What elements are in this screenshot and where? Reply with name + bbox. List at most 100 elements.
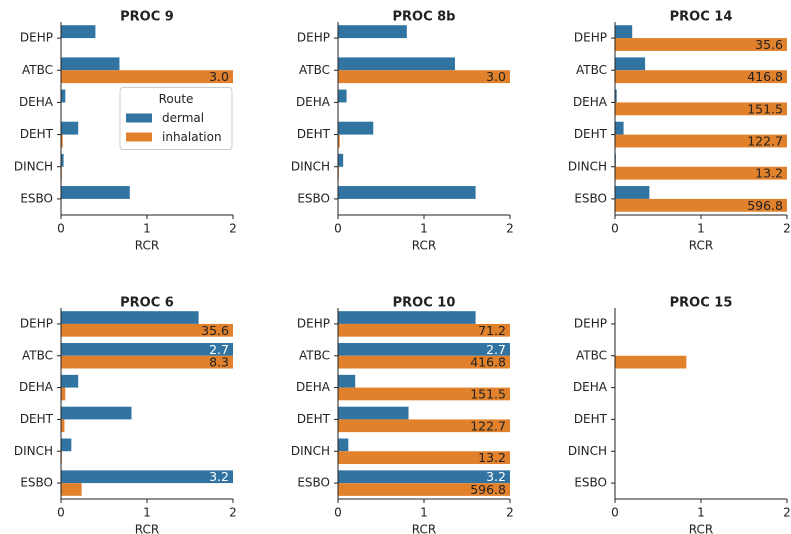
bar	[338, 406, 409, 420]
bar	[338, 323, 510, 337]
bar	[615, 186, 650, 199]
x-tick-label: 0	[334, 506, 342, 520]
bar	[61, 483, 82, 496]
bar	[615, 166, 787, 180]
labels: 3.0	[486, 69, 506, 84]
x-tick-label: 2	[229, 506, 237, 520]
x-tick-label: 0	[57, 222, 65, 236]
bar	[615, 89, 617, 103]
chart-title: PROC 15	[670, 296, 733, 311]
legend-swatch	[126, 113, 152, 123]
legend-swatch	[126, 132, 152, 142]
x-tick-label: 0	[611, 506, 619, 520]
bar	[615, 198, 787, 212]
x-tick-label: 2	[506, 222, 514, 236]
y-tick-label: DEHT	[297, 412, 331, 426]
x-tick-label: 2	[783, 506, 791, 520]
bar	[615, 57, 646, 71]
x-tick-label: 1	[143, 222, 151, 236]
bar	[338, 355, 510, 369]
x-tick-label: 1	[697, 222, 705, 236]
y-tick-label: DINCH	[14, 444, 53, 458]
bar	[338, 25, 407, 39]
bar	[615, 102, 787, 116]
y-tick-label: DEHA	[296, 380, 331, 394]
y-tick-label: DINCH	[291, 159, 330, 173]
bar	[338, 419, 510, 433]
y-tick-label: DINCH	[291, 444, 330, 458]
value-label: 13.2	[478, 450, 506, 465]
value-label: 13.2	[755, 166, 783, 181]
bar	[338, 70, 510, 84]
panel: PROC 15 DEHP ATBC DEHA DEHT DINCH ESBO 0 1 2 RCR	[568, 296, 791, 534]
y-tick-label: ESBO	[20, 476, 53, 490]
bar	[615, 121, 624, 135]
value-label: 2.7	[209, 342, 229, 357]
x-tick-label: 1	[420, 506, 428, 520]
labels: 35.6 2.78.3 3.2	[201, 323, 229, 484]
bar	[338, 343, 510, 356]
bar	[61, 89, 66, 103]
y-tick-label: ESBO	[574, 476, 607, 490]
x-tick-label: 0	[57, 506, 65, 520]
legend-title: Route	[159, 92, 194, 106]
y-tick-label: DEHT	[574, 412, 608, 426]
x-axis-label: RCR	[689, 523, 713, 534]
chart-title: PROC 6	[120, 296, 174, 311]
bar	[615, 70, 787, 84]
bar	[61, 438, 72, 452]
y-tick-label: ATBC	[299, 348, 330, 362]
bar	[61, 387, 66, 401]
bar	[615, 355, 687, 369]
value-label: 416.8	[470, 355, 506, 370]
bar	[61, 25, 96, 39]
labels: 35.6 416.8 151.5 122.7 13.2 596.8	[747, 37, 783, 213]
y-tick-label: DEHT	[20, 127, 54, 141]
y-tick-label: DEHA	[19, 380, 54, 394]
x-tick-label: 1	[420, 222, 428, 236]
x-axis-label: RCR	[135, 523, 159, 534]
bar	[61, 186, 130, 199]
value-label: 3.0	[486, 69, 506, 84]
value-label: 151.5	[747, 101, 783, 116]
bar	[615, 25, 633, 39]
x-axis-label: RCR	[412, 239, 436, 253]
x-axis-label: RCR	[412, 523, 436, 534]
y-tick-label: DEHA	[573, 95, 608, 109]
bar	[338, 89, 347, 103]
y-tick-label: DINCH	[568, 159, 607, 173]
value-label: 122.7	[470, 418, 506, 433]
bar	[338, 134, 340, 148]
bar	[61, 323, 233, 337]
y-tick-label: ESBO	[297, 476, 330, 490]
panel: PROC 8b 3.0 DEHP ATBC DEHA DEHT DINCH ESBO 0 1 2 RC…	[291, 10, 514, 253]
y-tick-label: DEHA	[19, 95, 54, 109]
y-tick-label: DEHT	[20, 412, 54, 426]
y-tick-label: ATBC	[576, 348, 607, 362]
y-tick-label: DEHA	[573, 380, 608, 394]
panel: PROC 6 35.6 2.78.3 3.2 DEHP ATBC DEHA DEHT DINCH…	[14, 296, 237, 534]
bars	[61, 25, 233, 212]
bar	[61, 374, 79, 388]
bar	[338, 153, 344, 167]
bar	[338, 186, 476, 199]
legend-label: dermal	[162, 111, 204, 125]
bar	[615, 38, 787, 51]
x-axis-label: RCR	[135, 239, 159, 253]
y-tick-label: DINCH	[568, 444, 607, 458]
value-label: 122.7	[747, 134, 783, 149]
bar	[61, 121, 79, 135]
bar	[338, 387, 510, 401]
x-tick-label: 2	[229, 222, 237, 236]
bar	[338, 311, 476, 324]
bars	[615, 355, 687, 369]
bar	[61, 406, 132, 420]
y-tick-label: ATBC	[22, 348, 53, 362]
bar	[338, 451, 510, 464]
y-tick-label: DEHP	[297, 31, 330, 45]
bar	[61, 355, 233, 369]
x-tick-label: 1	[697, 506, 705, 520]
bar	[338, 438, 349, 452]
value-label: 596.8	[470, 482, 506, 497]
